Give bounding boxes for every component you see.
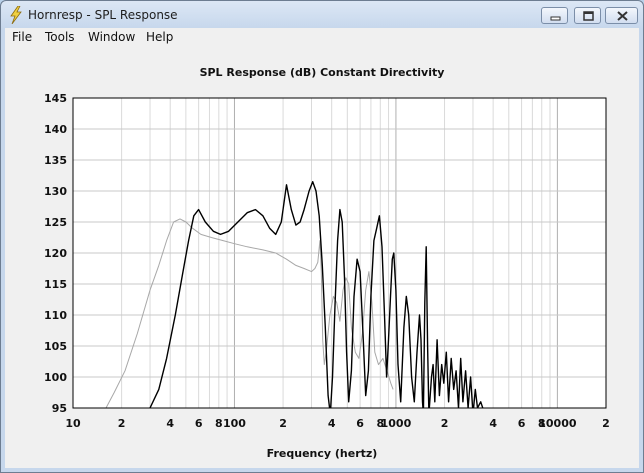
primary-spl-trace [149,181,484,408]
close-button[interactable] [605,7,638,24]
x-tick-label: 2 [441,417,449,430]
plot-frame [72,97,607,409]
x-tick-label: 6 [518,417,526,430]
y-tick-label: 135 [44,154,67,167]
y-tick-label: 145 [44,92,67,105]
x-tick-label: 1000 [381,417,412,430]
y-tick-label: 110 [44,309,67,322]
menu-window[interactable]: Window [88,30,136,44]
series-group [105,181,484,408]
y-tick-label: 95 [52,402,67,415]
menu-help[interactable]: Help [146,30,174,44]
y-tick-label: 115 [44,278,67,291]
client-area: File Tools Window Help SPL Response (dB)… [5,28,639,468]
x-tick-label: 4 [489,417,497,430]
x-tick-label: 6 [195,417,203,430]
maximize-button[interactable] [574,7,601,24]
y-tick-label: 120 [44,247,67,260]
secondary-spl-trace [105,218,394,408]
x-tick-label: 6 [356,417,364,430]
chart-title: SPL Response (dB) Constant Directivity [199,66,445,79]
minimize-icon [550,16,561,21]
x-tick-label: 10000 [538,417,577,430]
y-tick-label: 105 [44,340,67,353]
y-tick-label: 140 [44,123,67,136]
y-tick-label: 100 [44,371,67,384]
x-tick-label: 4 [166,417,174,430]
close-icon [617,11,628,21]
x-tick-label: 100 [223,417,246,430]
x-tick-label: 8 [538,417,546,430]
menu-tools[interactable]: Tools [45,30,75,44]
lightning-pencil-icon [10,6,22,24]
x-tick-label: 4 [328,417,336,430]
maximize-icon [583,11,594,21]
title-bar[interactable]: Hornresp - SPL Response [1,1,643,29]
window-title: Hornresp - SPL Response [28,8,178,22]
menu-bar: File Tools Window Help [5,28,639,48]
y-tick-label: 125 [44,216,67,229]
minimize-button[interactable] [541,7,568,24]
x-tick-label: 8 [376,417,384,430]
menu-file[interactable]: File [12,30,33,44]
x-tick-label: 2 [118,417,126,430]
x-tick-label: 2 [602,417,610,430]
y-tick-label: 130 [44,185,67,198]
x-tick-label: 8 [215,417,223,430]
x-tick-label: 10 [65,417,81,430]
x-tick-label: 2 [279,417,287,430]
x-axis-label: Frequency (hertz) [266,447,378,460]
